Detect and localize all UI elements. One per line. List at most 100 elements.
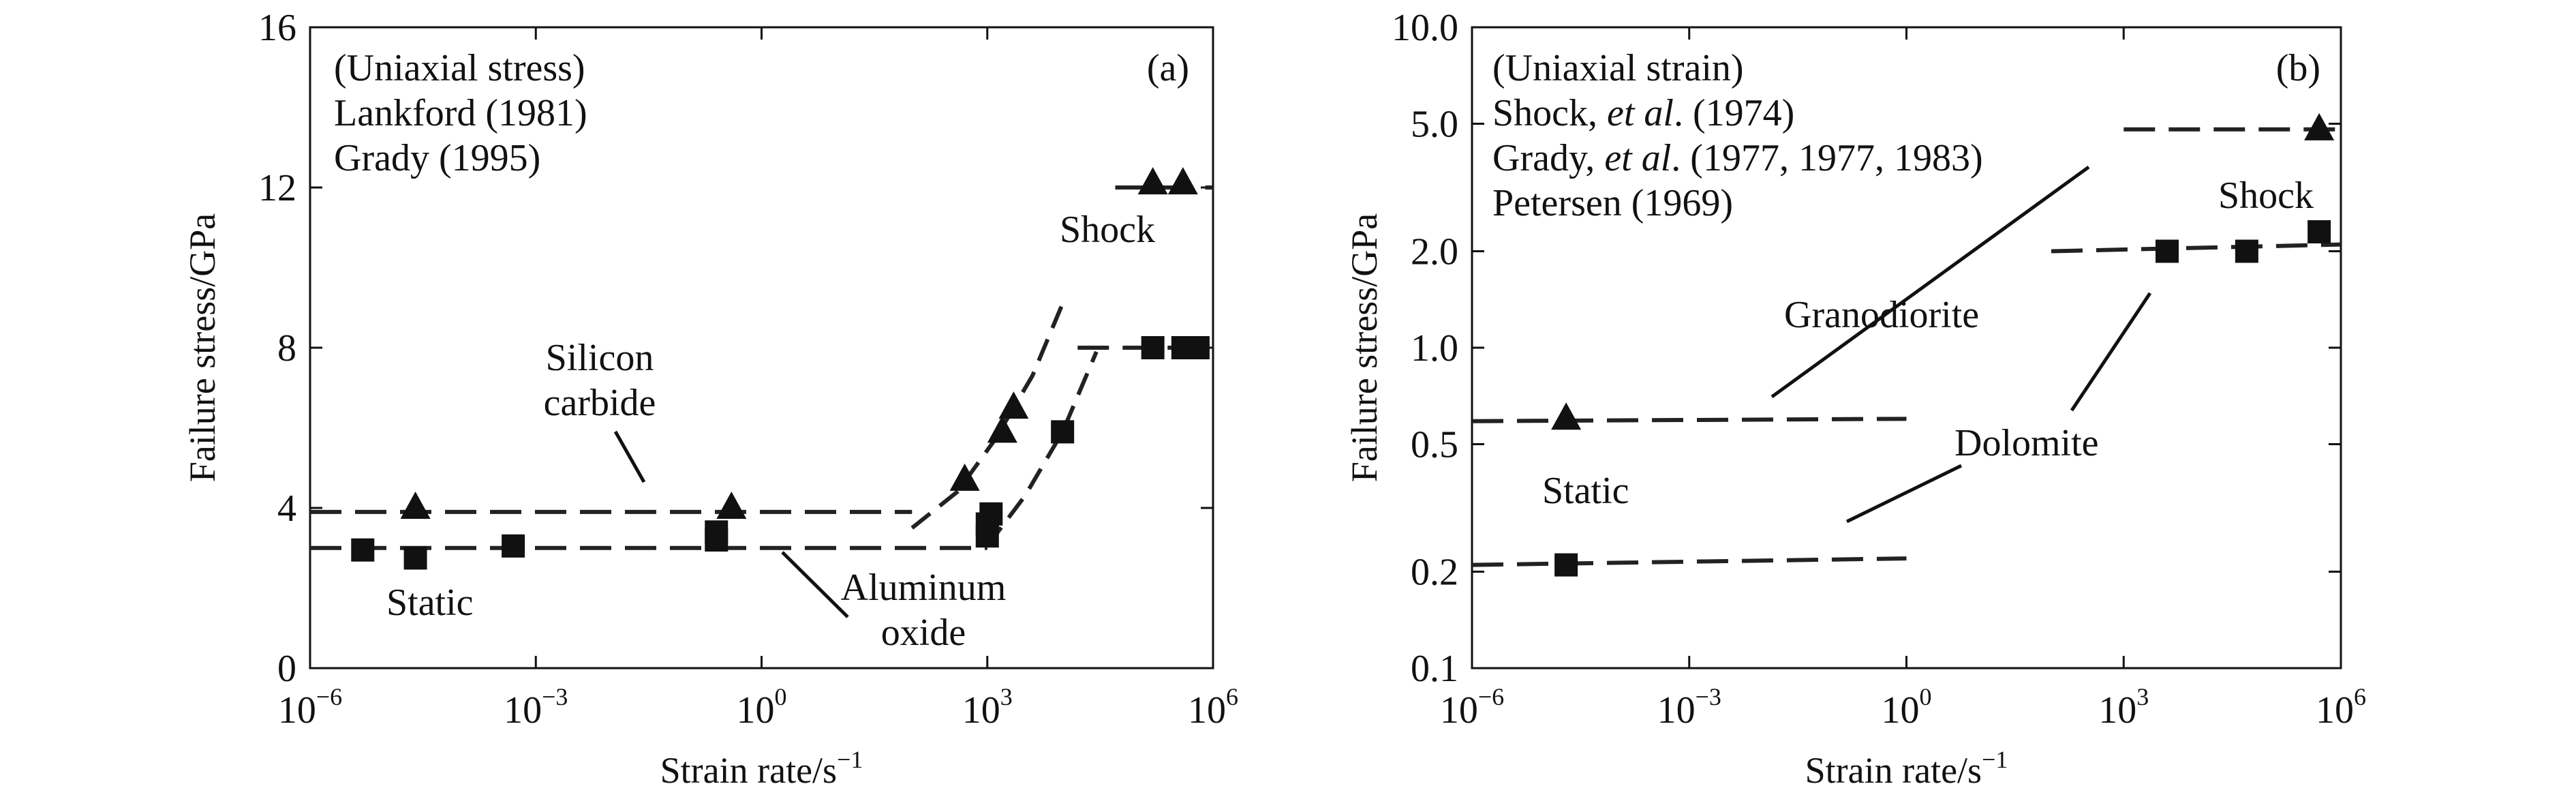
legend-text-main: Shock, — [1492, 92, 1607, 134]
dolomite-point — [2156, 239, 2179, 263]
silicon-carbide-point — [1137, 167, 1168, 195]
x-tick-label: 100 — [1882, 683, 1932, 732]
silicon-carbide-point — [987, 415, 1017, 443]
x-tick-label: 106 — [1188, 683, 1238, 732]
legend-text: Shock, et al. (1974) — [1492, 92, 1794, 134]
y-tick-label: 10.0 — [1392, 7, 1458, 49]
x-tick-base: 10 — [2316, 689, 2354, 732]
silicon-carbide-point — [400, 492, 431, 519]
annotation-leader — [613, 430, 646, 483]
x-axis-title-text: Strain rate/s — [660, 750, 837, 791]
legend-text-tail: . (1974) — [1674, 92, 1794, 134]
aluminum-oxide-point — [705, 520, 729, 544]
legend-text: (Uniaxial stress) — [334, 47, 585, 89]
x-tick-exp: −3 — [542, 683, 568, 710]
silicon-carbide-line — [910, 303, 1064, 530]
x-tick-label: 10−6 — [278, 683, 342, 732]
x-tick-label: 10−6 — [1440, 683, 1504, 732]
aluminum-oxide-point — [1186, 336, 1210, 359]
x-tick-base: 10 — [1440, 689, 1478, 732]
dolomite-point — [1554, 553, 1578, 577]
y-tick-label: 2.0 — [1411, 231, 1458, 273]
legend-text-main: Petersen (1969) — [1492, 182, 1733, 224]
x-tick-label: 106 — [2316, 683, 2366, 732]
aluminum-oxide-point — [403, 546, 427, 570]
x-axis-title-exp: −1 — [1982, 746, 2008, 773]
y-tick-label: 12 — [258, 167, 296, 209]
x-tick-exp: −6 — [1478, 683, 1504, 710]
legend-text-italic: et al — [1607, 92, 1674, 134]
y-axis-title: Failure stress/GPa — [1344, 213, 1385, 482]
silicon-carbide-point — [949, 463, 980, 491]
x-axis-title: Strain rate/s−1 — [1805, 746, 2008, 791]
x-tick-base: 10 — [504, 689, 542, 732]
y-tick-label: 0.2 — [1411, 552, 1458, 594]
annotation-static: Static — [386, 582, 474, 624]
annotation-alumina: Aluminum — [841, 567, 1007, 609]
panel-label: (a) — [1147, 47, 1189, 89]
x-tick-label: 10−3 — [1657, 683, 1721, 732]
x-tick-exp: 6 — [1226, 683, 1238, 710]
annotation-shock: Shock — [2218, 175, 2314, 217]
legend-text: Lankford (1981) — [334, 92, 587, 134]
annotation-dolomite: Dolomite — [1954, 422, 2099, 464]
x-axis-title-text: Strain rate/s — [1805, 750, 1982, 791]
x-tick-label: 103 — [2098, 683, 2149, 732]
annotation-leader — [1845, 464, 1963, 524]
granodiorite-point — [2304, 112, 2335, 140]
y-tick-label: 8 — [277, 327, 296, 370]
dolomite-line — [2051, 242, 2342, 254]
aluminum-oxide-point — [351, 538, 375, 562]
y-tick-label: 16 — [258, 7, 296, 49]
x-tick-base: 10 — [737, 689, 775, 732]
y-tick-label: 0.1 — [1411, 648, 1458, 690]
annotation-leader — [781, 551, 849, 618]
legend-text-tail: . (1977, 1977, 1983) — [1671, 137, 1982, 179]
x-tick-exp: 0 — [775, 683, 787, 710]
legend-text-main: (Uniaxial strain) — [1492, 47, 1744, 89]
x-tick-exp: 6 — [2354, 683, 2366, 710]
y-tick-label: 5.0 — [1411, 103, 1458, 145]
annotation-static: Static — [1542, 470, 1629, 512]
silicon-carbide-point — [998, 391, 1029, 419]
panel-label: (b) — [2276, 47, 2320, 89]
silicon-carbide-point — [1167, 167, 1198, 195]
annotation-silicon: Silicon — [546, 337, 654, 379]
silicon-carbide-point — [716, 492, 747, 519]
aluminum-oxide-point — [1051, 420, 1075, 444]
x-tick-label: 10−3 — [504, 683, 568, 732]
legend-text-main: Grady, — [1492, 137, 1604, 179]
x-tick-base: 10 — [2098, 689, 2136, 732]
annotation-shock: Shock — [1060, 209, 1155, 251]
x-tick-base: 10 — [1882, 689, 1920, 732]
y-tick-label: 0 — [277, 648, 296, 690]
aluminum-oxide-line — [985, 350, 1099, 547]
y-tick-label: 4 — [277, 487, 296, 530]
x-tick-exp: 3 — [1000, 683, 1013, 710]
dolomite-point — [2307, 220, 2331, 243]
x-tick-exp: −6 — [316, 683, 342, 710]
x-tick-base: 10 — [278, 689, 316, 732]
x-axis-title-exp: −1 — [837, 746, 863, 773]
aluminum-oxide-point — [979, 502, 1003, 526]
y-tick-label: 1.0 — [1411, 327, 1458, 370]
x-tick-exp: 3 — [2136, 683, 2149, 710]
x-tick-label: 103 — [962, 683, 1013, 732]
annotation-leader — [2070, 292, 2152, 412]
aluminum-oxide-point — [502, 534, 525, 558]
x-tick-base: 10 — [962, 689, 1000, 732]
x-tick-label: 100 — [737, 683, 787, 732]
annotation-granodiorite: Granodiorite — [1784, 294, 1979, 336]
legend-text: Petersen (1969) — [1492, 182, 1733, 224]
x-tick-base: 10 — [1657, 689, 1696, 732]
y-axis-title: Failure stress/GPa — [182, 213, 223, 482]
annotation-silicon: carbide — [544, 382, 656, 424]
x-tick-exp: 0 — [1920, 683, 1932, 710]
legend-text: (Uniaxial strain) — [1492, 47, 1744, 89]
legend-text: Grady, et al. (1977, 1977, 1983) — [1492, 137, 1983, 179]
dolomite-point — [2235, 239, 2258, 263]
legend-text-italic: et al — [1604, 137, 1671, 179]
y-tick-label: 0.5 — [1411, 423, 1458, 466]
